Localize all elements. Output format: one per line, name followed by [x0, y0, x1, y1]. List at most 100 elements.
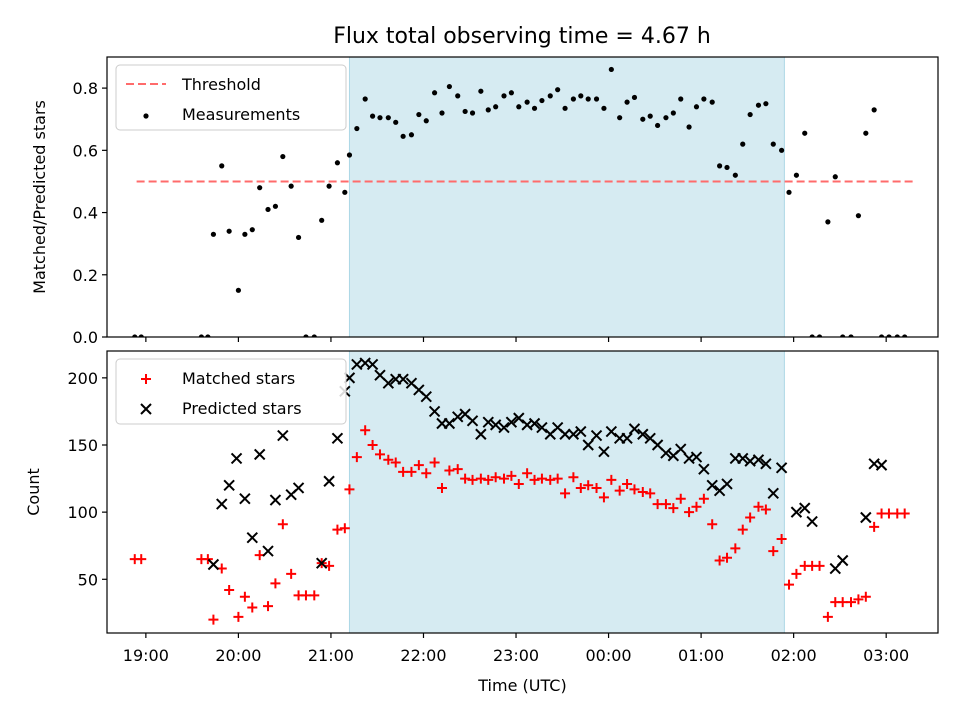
measurement-point	[816, 334, 823, 337]
predicted-star-point	[767, 487, 779, 500]
predicted-star-point	[559, 428, 571, 440]
matched-star-point	[737, 524, 748, 535]
predicted-star-point	[397, 373, 409, 385]
predicted-star-point	[323, 475, 335, 487]
matched-star-point	[309, 590, 320, 601]
legend-marker	[141, 374, 151, 384]
x-axis-label: Time (UTC)	[477, 676, 566, 695]
predicted-star-point	[246, 531, 258, 544]
matched-star-point	[421, 468, 432, 479]
measurement-point	[555, 87, 561, 93]
legend-label: Measurements	[182, 105, 300, 124]
measurement-point	[740, 141, 746, 147]
measurement-point	[446, 83, 452, 90]
matched-star-point	[444, 465, 455, 476]
x-tick-label: 20:00	[215, 646, 261, 665]
measurement-point	[770, 141, 776, 147]
x-tick-label: 03:00	[863, 646, 909, 665]
legend-label: Predicted stars	[182, 399, 302, 418]
matched-star-point	[583, 480, 594, 491]
matched-star-point	[339, 523, 350, 534]
matched-star-point	[513, 478, 524, 489]
predicted-star-point	[790, 506, 803, 518]
y-tick-label: 50	[78, 570, 98, 589]
predicted-star-point	[513, 412, 525, 424]
matched-star-point	[390, 457, 401, 468]
matched-star-point	[753, 501, 764, 512]
measurement-point	[693, 104, 700, 110]
predicted-star-point	[806, 515, 818, 528]
measurement-point	[663, 115, 669, 121]
matched-star-point	[745, 512, 756, 523]
predicted-star-point	[331, 432, 344, 444]
predicted-star-point	[799, 502, 811, 514]
matched-star-point	[629, 484, 640, 495]
matched-star-point	[413, 460, 424, 471]
matched-star-point	[814, 560, 825, 571]
predicted-star-point	[582, 439, 594, 451]
matched-star-point	[622, 478, 633, 489]
measurement-point	[763, 101, 769, 107]
measurement-point	[640, 116, 646, 122]
measurement-point	[423, 118, 429, 124]
matched-star-point	[247, 602, 258, 613]
matched-star-point	[498, 473, 509, 484]
y-tick-label: 150	[67, 436, 98, 455]
predicted-star-point	[536, 421, 548, 434]
predicted-star-point	[489, 419, 502, 431]
measurement-point	[786, 189, 792, 195]
measurement-point	[779, 147, 785, 153]
measurement-point	[226, 228, 232, 234]
matched-star-point	[506, 470, 517, 481]
matched-star-point	[208, 614, 219, 625]
matched-star-point	[869, 521, 880, 532]
measurement-point	[242, 231, 248, 237]
measurement-point	[219, 163, 225, 169]
legend-label: Matched stars	[182, 369, 295, 388]
measurement-point	[747, 111, 753, 118]
measurement-point	[863, 130, 869, 136]
measurement-point	[319, 217, 325, 223]
x-tick-label: 02:00	[771, 646, 817, 665]
predicted-star-point	[505, 416, 518, 428]
measurement-point	[311, 334, 317, 337]
y-tick-label: 0.0	[73, 328, 98, 347]
matched-star-point	[475, 473, 486, 484]
predicted-star-point	[443, 417, 456, 430]
measurement-point	[288, 183, 294, 189]
matched-star-point	[791, 568, 802, 579]
predicted-star-point	[760, 458, 772, 470]
matched-star-point	[270, 578, 281, 589]
matched-star-point	[637, 487, 648, 497]
predicted-star-point	[253, 448, 266, 461]
predicted-star-point	[575, 425, 587, 438]
matched-star-point	[406, 466, 417, 477]
measurement-point	[478, 88, 484, 94]
measurement-point	[369, 113, 376, 119]
measurement-point	[871, 107, 877, 113]
predicted-star-point	[721, 478, 733, 490]
matched-star-point	[351, 452, 362, 463]
measurement-point	[678, 96, 684, 102]
predicted-star-point	[207, 558, 220, 571]
y-tick-label: 0.2	[73, 266, 98, 285]
x-tick-label: 22:00	[400, 646, 446, 665]
predicted-star-point	[698, 463, 710, 475]
matched-star-point	[483, 474, 494, 485]
measurement-point	[280, 153, 286, 160]
matched-star-point	[660, 499, 671, 510]
measurement-point	[717, 163, 723, 169]
measurement-point	[132, 334, 138, 337]
predicted-star-point	[752, 454, 765, 466]
predicted-star-point	[860, 511, 872, 524]
matched-star-point	[846, 597, 857, 608]
measurement-point	[670, 110, 676, 116]
measurement-point	[198, 334, 204, 337]
axes-frame	[106, 56, 939, 338]
matched-star-point	[645, 488, 656, 499]
predicted-star-point	[428, 405, 441, 418]
predicted-star-point	[567, 428, 580, 440]
measurement-point	[295, 234, 302, 241]
measurement-point	[585, 96, 591, 102]
matched-star-point	[536, 473, 547, 484]
